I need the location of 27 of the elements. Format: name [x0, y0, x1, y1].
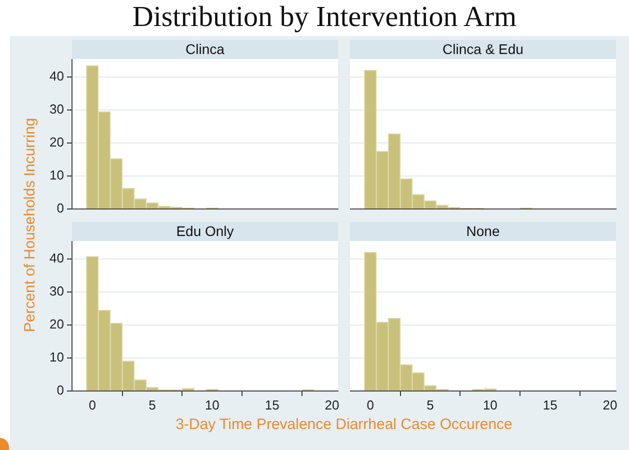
chart-subtitle: Clinca & Edu — [442, 41, 524, 57]
x-tick-label: 10 — [482, 397, 498, 412]
y-tick-label: 30 — [50, 284, 64, 299]
x-tick-label: 15 — [264, 397, 280, 412]
y-tick-label: 10 — [50, 168, 64, 183]
chart-subtitle: Clinca — [186, 41, 224, 57]
x-tick-label: 15 — [542, 397, 558, 412]
chart-subtitle: Edu Only — [176, 223, 234, 239]
y-tick-label: 40 — [50, 250, 64, 266]
x-tick-label: 20 — [324, 397, 340, 412]
y-tick-label: 20 — [50, 134, 64, 150]
chart-title: Distribution by Intervention Arm — [132, 1, 517, 33]
y-axis-title: Percent of Households Incurring — [22, 118, 38, 332]
y-tick-label: 0 — [56, 200, 64, 216]
y-tick-label: 30 — [50, 102, 64, 117]
y-tick-label: 0 — [56, 382, 64, 398]
x-tick-label: 20 — [602, 397, 618, 412]
y-tick-label: 20 — [50, 316, 64, 332]
x-tick-label: 0 — [366, 397, 374, 412]
y-tick-label: 40 — [50, 68, 64, 84]
x-tick-label: 5 — [426, 397, 434, 412]
x-tick-label: 0 — [88, 397, 96, 412]
chart-subtitle: None — [466, 223, 500, 239]
x-axis-title: 3-Day Time Prevalence Diarrheal Case Occurence — [176, 416, 512, 433]
x-tick-label: 10 — [204, 397, 220, 412]
y-tick-label: 10 — [50, 350, 64, 365]
x-tick-label: 5 — [148, 397, 156, 412]
